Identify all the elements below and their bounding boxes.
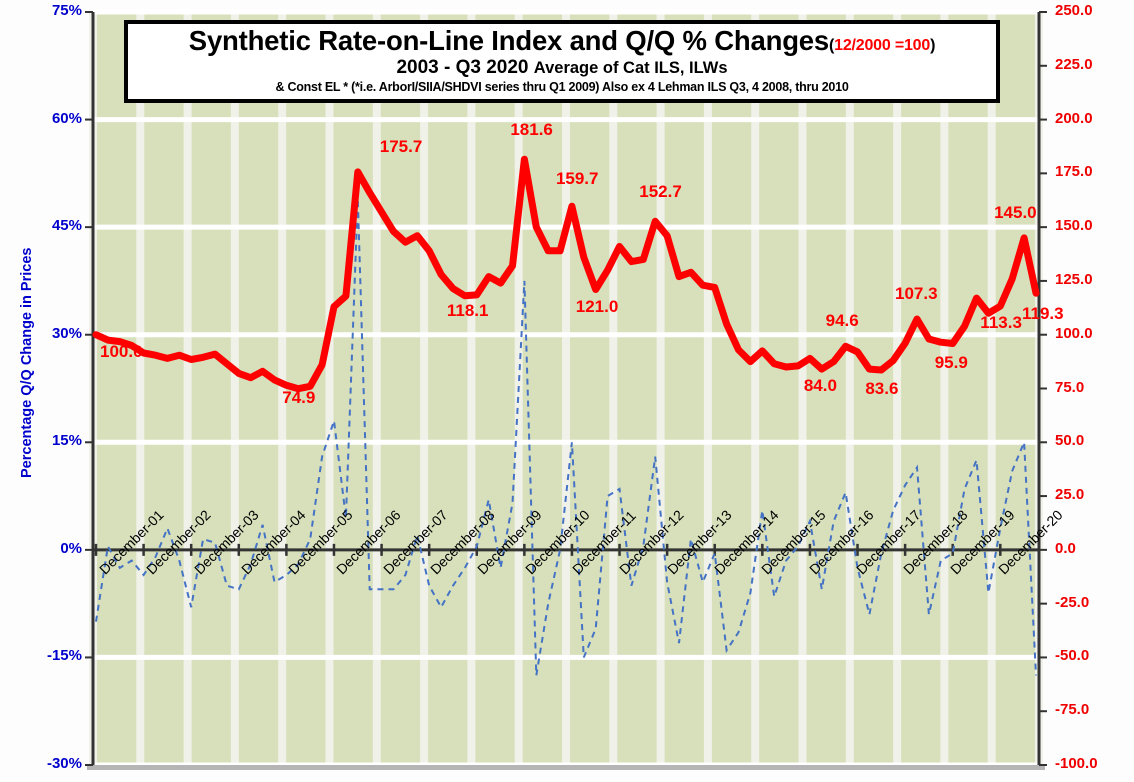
chart-title-period-line: 2003 - Q3 2020 Average of Cat ILS, ILWs <box>134 57 990 79</box>
left-axis-tick-label: 45% <box>51 217 82 235</box>
left-axis-tick-label: 30% <box>51 324 82 342</box>
vertical-gridline <box>230 12 239 765</box>
chart-title-period: 2003 - Q3 2020 <box>396 56 529 78</box>
chart-subtitle: Average of Cat ILS, ILWs <box>533 58 728 77</box>
data-point-label: 121.0 <box>575 296 619 316</box>
vertical-gridline <box>183 12 192 765</box>
right-axis-tick-label: 250.0 <box>1055 2 1093 19</box>
right-axis-tick-label: 125.0 <box>1055 270 1093 288</box>
chart-title-box: Synthetic Rate-on-Line Index and Q/Q % C… <box>124 20 1000 104</box>
vertical-gridline <box>893 12 902 765</box>
chart-title-main: Synthetic Rate-on-Line Index and Q/Q % C… <box>134 25 990 56</box>
data-point-label: 175.7 <box>379 136 423 156</box>
vertical-gridline <box>703 12 712 765</box>
vertical-gridline <box>940 12 949 765</box>
left-axis-tick-label: 15% <box>51 432 82 450</box>
data-point-label: 95.9 <box>934 352 968 372</box>
right-axis-tick-label: -75.0 <box>1055 701 1090 719</box>
right-axis-tick-label: -100.0 <box>1055 755 1098 772</box>
vertical-gridline <box>562 12 570 765</box>
data-point-label: 145.0 <box>994 202 1037 222</box>
vertical-gridline <box>467 12 476 765</box>
vertical-gridline <box>420 12 429 765</box>
data-point-label: 84.0 <box>803 376 837 396</box>
left-axis-title: Percentage Q/Q Change in Prices <box>19 247 35 478</box>
vertical-gridline <box>136 12 145 765</box>
right-axis-tick-label: 50.0 <box>1055 432 1085 450</box>
left-axis-tick-label: -15% <box>46 647 82 665</box>
right-axis-tick-label: -25.0 <box>1055 593 1090 611</box>
data-point-label: 107.3 <box>895 284 938 303</box>
data-point-label: 119.3 <box>1022 304 1064 324</box>
data-point-label: 152.7 <box>639 182 682 202</box>
right-axis-tick-label: 200.0 <box>1055 109 1093 127</box>
vertical-gridline <box>798 12 807 765</box>
index-of-prices-line <box>92 155 1040 393</box>
data-point-label: 83.6 <box>865 378 899 398</box>
vertical-gridline <box>751 12 760 765</box>
right-axis-tick-label: 0.0 <box>1055 539 1076 557</box>
data-point-label: 181.6 <box>510 120 553 140</box>
vertical-gridline <box>845 12 854 765</box>
vertical-gridline <box>325 12 334 765</box>
right-axis-tick-label: 100.0 <box>1055 324 1093 342</box>
base-note-value: 12/2000 =100 <box>834 37 931 54</box>
bottom-axis-shadow <box>87 765 1045 770</box>
chart-title-footnote: & Const EL * (*i.e. ArborI/SIIA/SHDVI se… <box>275 79 849 94</box>
left-axis-tick-label: -30% <box>46 755 82 772</box>
qq-change-line <box>95 198 1037 676</box>
right-axis-tick-label: 225.0 <box>1055 55 1093 73</box>
right-axis-tick-label: 75.0 <box>1055 378 1085 396</box>
data-point-label: 94.6 <box>825 311 859 331</box>
base-note-close: ) <box>930 37 936 54</box>
vertical-gridline <box>609 12 618 765</box>
vertical-gridline <box>656 12 665 765</box>
left-axis-tick-label: 0% <box>60 539 82 557</box>
vertical-gridline <box>372 12 381 765</box>
base-note-open: ( <box>829 37 835 54</box>
data-point-label: 159.7 <box>555 169 599 189</box>
chart-title-text: Synthetic Rate-on-Line Index and Q/Q % C… <box>188 25 829 56</box>
right-axis-tick-label: 175.0 <box>1055 163 1093 181</box>
data-point-label: 100.0 <box>100 341 143 361</box>
right-axis-tick-label: 25.0 <box>1055 486 1085 504</box>
vertical-gridline <box>987 12 996 765</box>
right-axis-tick-label: 150.0 <box>1055 217 1093 235</box>
data-point-label: 74.9 <box>282 387 316 407</box>
vertical-gridline <box>278 12 287 765</box>
data-point-label: 113.3 <box>980 313 1022 333</box>
left-axis-tick-label: 75% <box>51 2 82 19</box>
right-axis-tick-label: -50.0 <box>1055 647 1090 665</box>
left-axis-tick-label: 60% <box>51 109 82 127</box>
data-point-label: 118.1 <box>446 300 489 320</box>
